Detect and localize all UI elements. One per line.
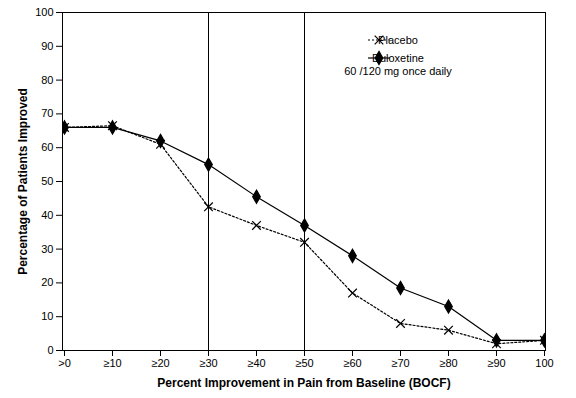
svg-text:40: 40 — [41, 209, 53, 221]
svg-text:≥60: ≥60 — [343, 357, 361, 369]
svg-text:10: 10 — [41, 310, 53, 322]
svg-text:80: 80 — [41, 74, 53, 86]
svg-text:50: 50 — [41, 175, 53, 187]
svg-text:70: 70 — [41, 107, 53, 119]
svg-text:Placebo: Placebo — [378, 34, 418, 46]
svg-text:100: 100 — [535, 357, 553, 369]
svg-text:>0: >0 — [58, 357, 71, 369]
svg-text:≥10: ≥10 — [103, 357, 121, 369]
svg-text:≥30: ≥30 — [199, 357, 217, 369]
svg-text:≥40: ≥40 — [247, 357, 265, 369]
svg-text:≥90: ≥90 — [487, 357, 505, 369]
svg-text:Percentage of Patients Improve: Percentage of Patients Improved — [16, 88, 30, 275]
svg-text:0: 0 — [47, 344, 53, 356]
svg-text:Duloxetine60 /120 mg once dail: Duloxetine60 /120 mg once daily — [344, 52, 452, 77]
svg-text:≥50: ≥50 — [295, 357, 313, 369]
svg-text:20: 20 — [41, 276, 53, 288]
svg-text:≥80: ≥80 — [439, 357, 457, 369]
svg-text:≥20: ≥20 — [151, 357, 169, 369]
svg-text:60: 60 — [41, 141, 53, 153]
svg-text:Percent Improvement in Pain fr: Percent Improvement in Pain from Baselin… — [157, 376, 450, 390]
svg-text:100: 100 — [35, 6, 53, 18]
svg-text:≥70: ≥70 — [391, 357, 409, 369]
svg-text:90: 90 — [41, 40, 53, 52]
svg-text:30: 30 — [41, 243, 53, 255]
